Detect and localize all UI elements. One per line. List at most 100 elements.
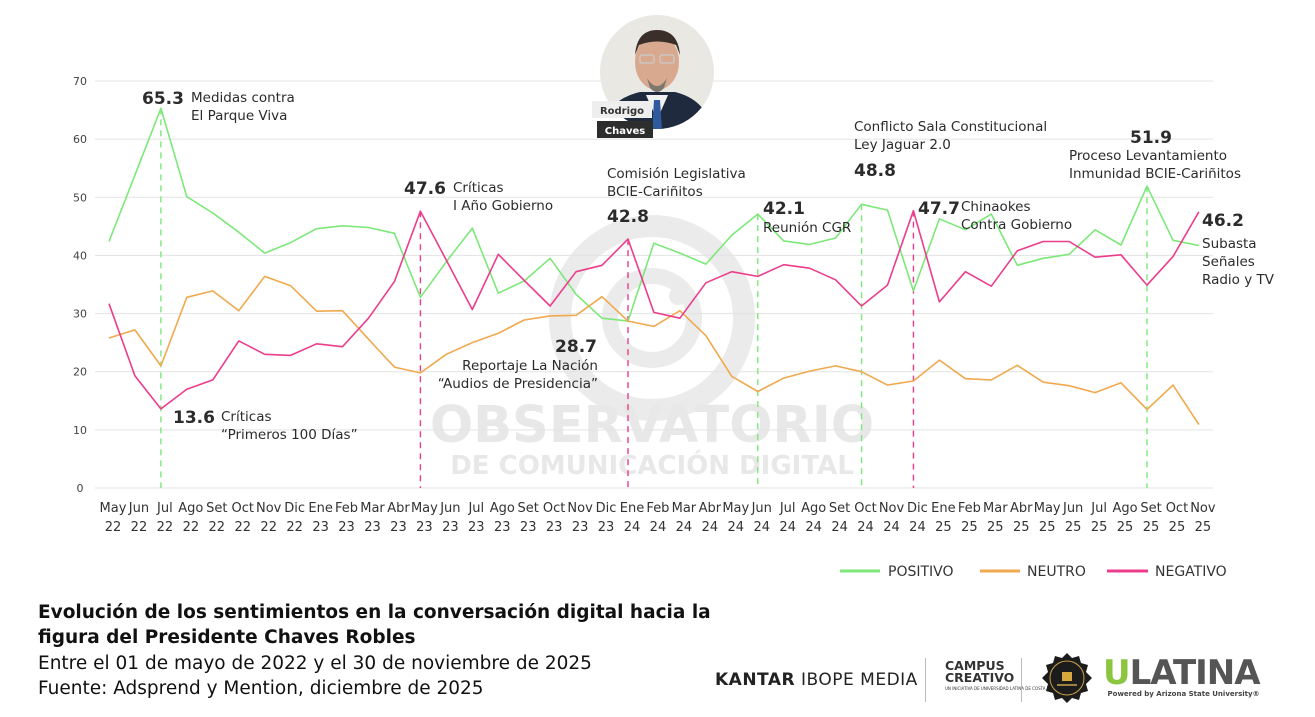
x-tick-year: 23	[312, 520, 329, 535]
legend-label-positivo: POSITIVO	[888, 564, 954, 580]
annotation-text: Reunión CGR	[763, 220, 851, 236]
event-markers	[160, 108, 1148, 488]
series-line-negativo	[108, 209, 1200, 410]
x-tick-year: 24	[753, 520, 770, 535]
x-tick-year: 25	[1195, 520, 1212, 535]
x-tick-year: 22	[286, 520, 303, 535]
x-tick-month: Jul	[467, 501, 484, 516]
annotation-value: 48.8	[854, 161, 896, 181]
annotation-text: Radio y TV	[1202, 272, 1275, 288]
watermark-line2: DE COMUNICACIÓN DIGITAL	[450, 449, 854, 481]
x-tick-year: 25	[1143, 520, 1160, 535]
annotation: 65.3 Medidas contra El Parque Viva	[142, 89, 295, 124]
portrait-first-name: Rodrigo	[600, 106, 644, 117]
y-tick-label: 30	[73, 308, 87, 321]
x-tick-month: May	[1034, 501, 1061, 516]
annotation-value: 51.9	[1130, 128, 1172, 148]
x-tick-year: 23	[390, 520, 407, 535]
annotation-text: El Parque Viva	[191, 108, 287, 124]
x-tick-month: Feb	[335, 501, 358, 516]
x-tick-year: 22	[105, 520, 122, 535]
series-lines	[108, 107, 1200, 426]
x-tick-month: Ene	[308, 501, 332, 516]
sponsor-logos: KANTAR IBOPE MEDIA CAMPUS CREATIVO UN IN…	[715, 652, 1275, 708]
x-tick-year: 23	[598, 520, 615, 535]
chart-subtitle: Entre el 01 de mayo de 2022 y el 30 de n…	[38, 651, 592, 701]
campus-line1: CAMPUS	[945, 658, 1005, 673]
x-tick-year: 24	[702, 520, 719, 535]
annotation-text: “Primeros 100 Días”	[221, 427, 358, 443]
legend-item-neutro: NEUTRO	[980, 564, 1086, 580]
x-tick-month: Set	[518, 501, 539, 516]
legend: POSITIVO NEUTRO NEGATIVO	[840, 564, 1227, 580]
badge-seal-icon	[1042, 653, 1092, 703]
annotation-text: Subasta	[1202, 236, 1257, 252]
x-tick-year: 23	[546, 520, 563, 535]
x-tick-month: Nov	[256, 501, 282, 516]
sentiment-line-chart: OBSERVATORIO DE COMUNICACIÓN DIGITAL 0 10…	[73, 15, 1275, 580]
portrait-last-name: Chaves	[605, 126, 646, 137]
annotation-value: 28.7	[555, 337, 597, 357]
x-tick-month: Mar	[360, 501, 385, 516]
x-tick-year: 22	[131, 520, 148, 535]
x-tick-month: Nov	[567, 501, 593, 516]
title-line-1: Evolución de los sentimientos en la conv…	[38, 602, 711, 623]
x-tick-year: 23	[364, 520, 381, 535]
annotation-value: 42.1	[763, 199, 805, 219]
x-tick-month: Jun	[751, 501, 772, 516]
title-line-2: figura del Presidente Chaves Robles	[38, 627, 416, 648]
kantar-bold: KANTAR	[715, 670, 796, 690]
series-line-positivo	[108, 107, 1200, 322]
x-tick-month: Jun	[439, 501, 460, 516]
x-tick-month: Nov	[879, 501, 905, 516]
annotation-text: BCIE-Cariñitos	[607, 184, 703, 200]
logo-divider	[1021, 658, 1022, 702]
x-tick-year: 24	[728, 520, 745, 535]
y-tick-label: 60	[73, 133, 87, 146]
annotation: 13.6 Críticas “Primeros 100 Días”	[173, 408, 358, 443]
annotation-text: Contra Gobierno	[961, 217, 1072, 233]
x-tick-year: 23	[572, 520, 589, 535]
x-tick-month: Dic	[907, 501, 928, 516]
kantar-ibope-logo: KANTAR IBOPE MEDIA	[715, 670, 918, 690]
x-tick-year: 24	[831, 520, 848, 535]
x-tick-year: 22	[157, 520, 174, 535]
x-tick-year: 24	[650, 520, 667, 535]
x-tick-month: Ago	[801, 501, 826, 516]
annotation-value: 47.6	[404, 179, 446, 199]
x-tick-month: Ene	[931, 501, 955, 516]
x-tick-month: Oct	[1166, 501, 1188, 516]
x-tick-month: Oct	[543, 501, 565, 516]
x-tick-month: Ago	[178, 501, 203, 516]
annotation-text: Conflicto Sala Constitucional	[854, 119, 1047, 135]
x-tick-year: 24	[624, 520, 641, 535]
x-tick-year: 25	[1065, 520, 1082, 535]
x-tick-month: Abr	[1010, 501, 1033, 516]
x-tick-month: Oct	[854, 501, 876, 516]
x-tick-year: 25	[1117, 520, 1134, 535]
x-tick-year: 24	[883, 520, 900, 535]
x-tick-month: Dic	[284, 501, 305, 516]
x-tick-month: May	[722, 501, 749, 516]
x-tick-year: 24	[779, 520, 796, 535]
date-range: Entre el 01 de mayo de 2022 y el 30 de n…	[38, 653, 592, 674]
campus-tagline: UN INICIATIVA DE UNIVERSIDAD LATINA DE C…	[945, 686, 1057, 691]
x-tick-year: 25	[1169, 520, 1186, 535]
x-tick-month: Jun	[1062, 501, 1083, 516]
annotation-text: Comisión Legislativa	[607, 166, 746, 182]
x-tick-month: Feb	[646, 501, 669, 516]
annotation-value: 13.6	[173, 408, 215, 428]
x-tick-year: 23	[442, 520, 459, 535]
x-tick-year: 23	[468, 520, 485, 535]
annotation-text: Ley Jaguar 2.0	[854, 137, 951, 153]
annotations: 65.3 Medidas contra El Parque Viva 13.6 Crít…	[142, 89, 1275, 443]
logo-divider	[925, 658, 926, 702]
x-tick-year: 24	[909, 520, 926, 535]
annotation-text: “Audios de Presidencia”	[438, 376, 598, 392]
x-axis-ticks: May 22 Jun 22 Jul 22 Ago 22 Set 22 Oct 22 Nov 22 Dic 22…	[100, 501, 1216, 535]
x-tick-month: Jul	[779, 501, 796, 516]
portrait: Rodrigo Chaves	[592, 15, 714, 138]
x-tick-year: 25	[1013, 520, 1030, 535]
